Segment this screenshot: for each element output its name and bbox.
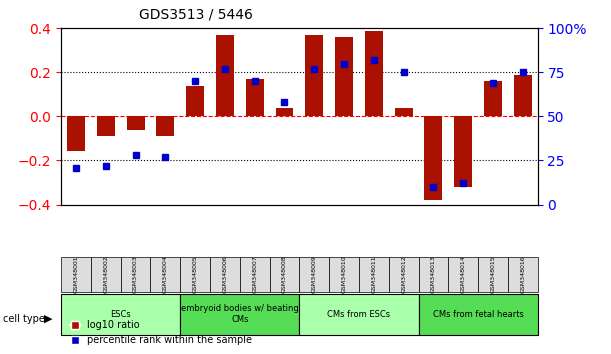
Text: ESCs: ESCs: [111, 310, 131, 319]
Text: ▶: ▶: [44, 314, 53, 324]
Text: GSM348009: GSM348009: [312, 256, 316, 293]
Text: GSM348008: GSM348008: [282, 256, 287, 293]
FancyBboxPatch shape: [180, 257, 210, 292]
Text: GSM348005: GSM348005: [192, 256, 197, 293]
Text: GSM348003: GSM348003: [133, 256, 138, 293]
Bar: [246, 79, 263, 116]
Bar: [216, 35, 234, 116]
FancyBboxPatch shape: [210, 257, 240, 292]
Bar: [276, 108, 293, 116]
Bar: [335, 37, 353, 116]
Bar: [425, 116, 442, 200]
Bar: [97, 116, 115, 136]
Text: GSM348004: GSM348004: [163, 256, 168, 293]
Text: GSM348014: GSM348014: [461, 256, 466, 293]
FancyBboxPatch shape: [419, 257, 448, 292]
Text: GSM348016: GSM348016: [521, 256, 525, 293]
FancyBboxPatch shape: [61, 257, 91, 292]
Bar: [514, 75, 532, 116]
FancyBboxPatch shape: [240, 257, 269, 292]
Bar: [454, 116, 472, 187]
FancyBboxPatch shape: [448, 257, 478, 292]
FancyBboxPatch shape: [389, 257, 419, 292]
FancyBboxPatch shape: [91, 257, 120, 292]
Text: GSM348011: GSM348011: [371, 256, 376, 293]
Text: GSM348002: GSM348002: [103, 256, 108, 293]
Legend: log10 ratio, percentile rank within the sample: log10 ratio, percentile rank within the …: [66, 316, 256, 349]
Text: CMs from ESCs: CMs from ESCs: [327, 310, 390, 319]
FancyBboxPatch shape: [180, 294, 299, 335]
Bar: [156, 116, 174, 136]
Text: GDS3513 / 5446: GDS3513 / 5446: [139, 7, 252, 21]
FancyBboxPatch shape: [299, 257, 329, 292]
FancyBboxPatch shape: [329, 257, 359, 292]
FancyBboxPatch shape: [419, 294, 538, 335]
FancyBboxPatch shape: [359, 257, 389, 292]
FancyBboxPatch shape: [478, 257, 508, 292]
Bar: [126, 116, 144, 130]
FancyBboxPatch shape: [150, 257, 180, 292]
Bar: [365, 30, 382, 116]
Text: CMs from fetal hearts: CMs from fetal hearts: [433, 310, 524, 319]
Text: embryoid bodies w/ beating
CMs: embryoid bodies w/ beating CMs: [181, 304, 299, 324]
Bar: [186, 86, 204, 116]
Text: GSM348012: GSM348012: [401, 256, 406, 293]
Bar: [306, 35, 323, 116]
Text: GSM348007: GSM348007: [252, 256, 257, 293]
Text: GSM348006: GSM348006: [222, 256, 227, 293]
Bar: [395, 108, 412, 116]
FancyBboxPatch shape: [299, 294, 419, 335]
Bar: [484, 81, 502, 116]
Text: GSM348001: GSM348001: [73, 256, 78, 293]
Text: GSM348013: GSM348013: [431, 256, 436, 293]
Text: GSM348010: GSM348010: [342, 256, 346, 293]
Text: cell type: cell type: [3, 314, 45, 324]
Bar: [67, 116, 85, 150]
Text: GSM348015: GSM348015: [491, 256, 496, 293]
FancyBboxPatch shape: [508, 257, 538, 292]
FancyBboxPatch shape: [120, 257, 150, 292]
FancyBboxPatch shape: [61, 294, 180, 335]
FancyBboxPatch shape: [269, 257, 299, 292]
